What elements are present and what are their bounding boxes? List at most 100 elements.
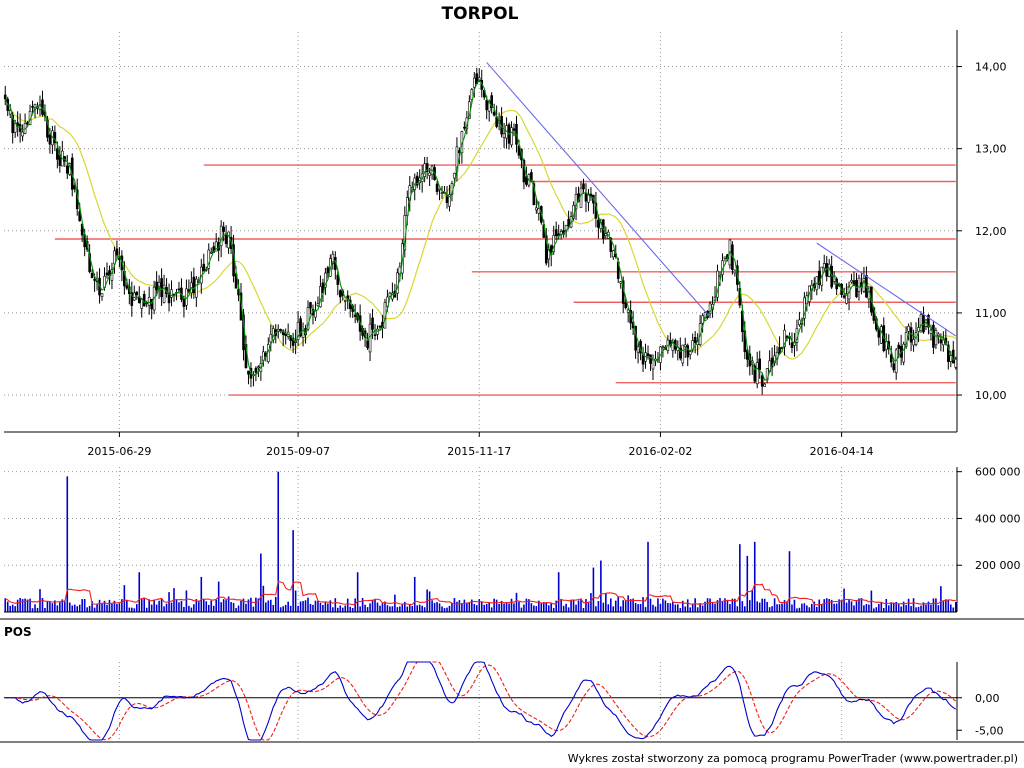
candle-body: [214, 241, 218, 252]
candle-body: [619, 281, 623, 284]
candle-body: [56, 148, 59, 160]
oscillator-panel: POS -5,00 0,00: [4, 625, 1003, 741]
candle-body: [763, 383, 766, 387]
candle-body: [343, 300, 347, 302]
candle-body: [661, 346, 665, 349]
candle-body: [376, 328, 379, 335]
candle-body: [279, 329, 283, 331]
oscillator-lines: [4, 661, 957, 741]
date-tick-label: 2015-11-17: [447, 445, 511, 458]
candle-body: [701, 315, 704, 324]
candle-body: [708, 303, 712, 314]
candle-body: [31, 106, 34, 108]
candle-body: [448, 194, 451, 207]
candle-body: [338, 290, 342, 298]
candle-body: [817, 270, 821, 285]
candle-body: [884, 341, 888, 350]
candle-body: [130, 292, 134, 306]
candle-body: [942, 339, 945, 346]
candle-body: [641, 354, 645, 365]
candle-body: [532, 183, 536, 206]
price-panel: 10,00 11,00 12,00 13,00 14,00: [3, 61, 1007, 402]
volume-tick-label: 400 000: [975, 512, 1021, 525]
panel-frames: [0, 30, 1024, 743]
price-tick-label: 11,00: [975, 307, 1007, 320]
candle-body: [269, 334, 273, 343]
candle-body: [912, 339, 915, 346]
candle-body: [487, 100, 491, 112]
candle-body: [855, 280, 858, 298]
candle-body: [90, 272, 94, 279]
candle-body: [187, 289, 191, 292]
candle-body: [353, 314, 357, 317]
trend-line: [486, 62, 711, 318]
candle-body: [160, 278, 163, 298]
candle-body: [939, 339, 943, 344]
candle-body: [686, 345, 690, 358]
candle-body: [115, 248, 119, 256]
candle-body: [845, 293, 848, 304]
candle-body: [510, 127, 513, 146]
candle-body: [386, 296, 389, 307]
candle-body: [597, 219, 600, 228]
candle-body: [299, 318, 302, 337]
candle-body: [162, 284, 166, 303]
date-tick-label: 2016-02-02: [628, 445, 692, 458]
price-tick-label: 14,00: [975, 61, 1007, 74]
candle-body: [11, 115, 14, 134]
candle-body: [574, 194, 578, 210]
candle-body: [470, 89, 474, 100]
candle-body: [733, 270, 737, 274]
volume-panel: 200 000 400 000 600 000: [4, 466, 1021, 612]
candle-body: [147, 296, 151, 306]
candle-body: [435, 183, 439, 192]
candle-body: [857, 277, 861, 292]
candle-body: [646, 353, 650, 357]
candle-body: [589, 193, 593, 197]
candle-body: [93, 278, 96, 281]
candle-body: [53, 132, 57, 144]
candle-body: [798, 319, 801, 326]
candle-body: [142, 294, 146, 307]
candle-body: [830, 265, 833, 288]
candle-body: [373, 334, 377, 336]
candle-body: [919, 314, 923, 332]
candle-body: [535, 207, 538, 211]
moving-average-long: [4, 98, 957, 360]
candle-body: [760, 375, 764, 387]
candle-body: [48, 134, 52, 145]
candle-body: [688, 351, 692, 355]
date-tick-label: 2015-06-29: [87, 445, 151, 458]
candle-body: [783, 329, 786, 348]
candle-body: [683, 344, 687, 348]
candle-body: [291, 337, 295, 346]
candle-body: [951, 349, 955, 364]
candle-body: [649, 354, 652, 364]
candle-body: [552, 235, 556, 252]
candle-body: [105, 272, 109, 276]
candle-body: [177, 288, 181, 291]
chart-title: TORPOL: [442, 4, 519, 24]
candle-body: [716, 270, 719, 298]
volume-ma-line: [4, 580, 956, 606]
ma-long-line: [4, 98, 957, 360]
volume-tick-label: 200 000: [975, 559, 1021, 572]
candle-body: [723, 256, 727, 259]
oscillator-label: POS: [4, 625, 32, 639]
candle-body: [306, 307, 310, 330]
candle-body: [932, 324, 935, 348]
candle-body: [324, 272, 327, 288]
volume-bars: [4, 471, 957, 612]
candle-body: [222, 226, 225, 232]
candle-body: [36, 106, 39, 109]
candle-body: [336, 274, 340, 285]
candle-body: [954, 358, 958, 368]
candle-body: [582, 183, 585, 190]
candle-body: [155, 281, 158, 291]
candle-body: [624, 302, 627, 309]
date-tick-label: 2016-04-14: [810, 445, 874, 458]
footer-credit: Wykres został stworzony za pomocą progra…: [568, 752, 1018, 765]
candle-body: [889, 354, 893, 363]
candle-body: [490, 95, 493, 109]
